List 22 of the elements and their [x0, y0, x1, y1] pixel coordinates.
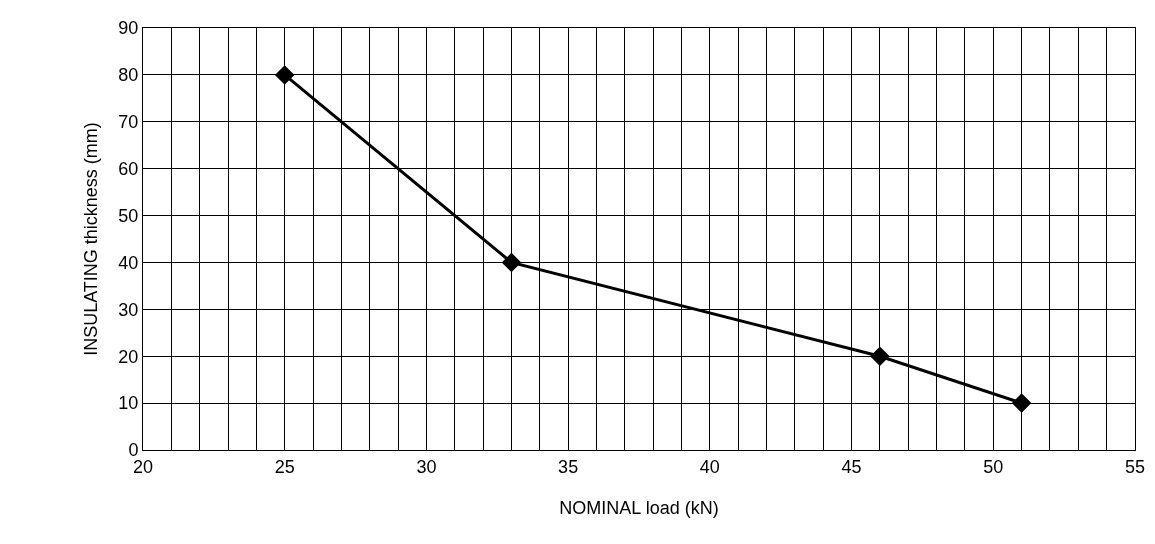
point: [501, 252, 522, 273]
x-tick-label: 55: [1124, 456, 1146, 477]
y-tick-label: 90: [118, 18, 139, 39]
y-tick-label: 80: [118, 65, 139, 86]
x-axis-title: NOMINAL load (kN): [559, 498, 719, 518]
point: [870, 346, 890, 366]
x-tick-label: 50: [983, 456, 1004, 477]
y-axis-title: INSULATING thickness (mm): [81, 122, 101, 356]
x-tick-label: 30: [416, 456, 437, 477]
y-tick-label: 70: [118, 112, 139, 133]
x-tick-label: 35: [558, 456, 579, 477]
y-tick-label: 30: [118, 299, 139, 320]
point: [1011, 393, 1032, 413]
point: [274, 65, 295, 85]
y-tick-label: 10: [118, 393, 139, 414]
y-tick-label: 40: [118, 252, 139, 273]
y-tick-label: 60: [118, 158, 139, 179]
x-tick-label: 40: [699, 456, 720, 477]
x-tick-label: 45: [841, 456, 862, 477]
y-tick-label: 20: [118, 346, 139, 367]
x-tick-label: 25: [274, 456, 295, 477]
y-tick-label: 50: [118, 205, 139, 226]
